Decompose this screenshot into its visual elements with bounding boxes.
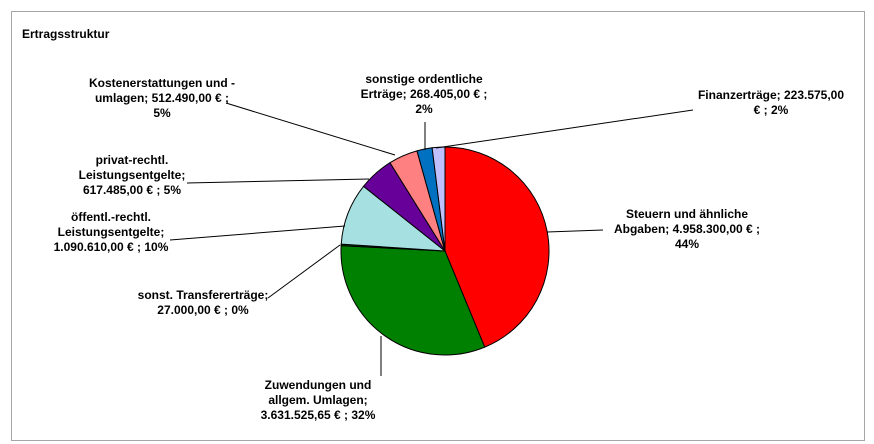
data-label: sonst. Transfererträge; 27.000,00 € ; 0% <box>138 288 269 317</box>
data-label-line: Finanzerträge; 223.575,00 <box>698 88 844 102</box>
data-label-line: 27.000,00 € ; 0% <box>157 303 249 317</box>
leader-line <box>225 102 396 156</box>
data-label-line: sonstige ordentliche <box>365 72 483 86</box>
data-label: Finanzerträge; 223.575,00 € ; 2% <box>698 88 844 117</box>
data-label-line: Leistungsentgelte; <box>58 225 165 239</box>
data-label-line: öffentl.-rechtl. <box>71 210 151 224</box>
data-label-line: 3.631.525,65 € ; 32% <box>261 408 376 422</box>
data-label-line: sonst. Transfererträge; <box>138 288 269 302</box>
data-label: Kostenerstattungen und -umlagen; 512.490… <box>89 76 235 120</box>
leader-line <box>546 229 604 233</box>
data-label: öffentl.-rechtl. Leistungsentgelte; 1.090.… <box>54 210 169 254</box>
data-label-line: 617.485,00 € ; 5% <box>83 183 181 197</box>
data-label-line: Abgaben; 4.958.300,00 € ; <box>614 222 760 236</box>
data-label-line: 1.090.610,00 € ; 10% <box>54 240 169 254</box>
leader-line <box>169 225 346 241</box>
data-label-line: 2% <box>415 102 433 116</box>
data-label-line: 5% <box>153 106 171 120</box>
data-label-line: umlagen; 512.490,00 € ; <box>95 91 229 105</box>
data-label-line: allgem. Umlagen; <box>268 393 367 407</box>
data-label-line: € ; 2% <box>754 103 789 117</box>
data-label-line: Zuwendungen und <box>265 378 372 392</box>
data-label-line: Steuern und ähnliche <box>626 207 748 221</box>
pie-slice <box>444 146 550 348</box>
data-label: sonstige ordentliche Erträge; 268.405,00 … <box>361 72 488 116</box>
data-label: Steuern und ähnliche Abgaben; 4.958.300,0… <box>614 207 760 251</box>
data-label-line: 44% <box>675 237 699 251</box>
data-label-line: Kostenerstattungen und - <box>89 76 235 90</box>
data-label-line: privat-rechtl. <box>96 153 169 167</box>
leader-line <box>435 109 694 149</box>
chart-title: Ertragsstruktur <box>22 27 110 41</box>
leader-line <box>267 244 341 299</box>
data-label-line: Erträge; 268.405,00 € ; <box>361 87 488 101</box>
pie-slice <box>340 245 486 356</box>
data-label-line: Leistungsentgelte; <box>79 168 186 182</box>
data-label: Zuwendungen und allgem. Umlagen; 3.631.525… <box>261 378 376 422</box>
data-label: privat-rechtl. Leistungsentgelte; 617.485,… <box>79 153 186 197</box>
leader-line <box>186 178 370 184</box>
